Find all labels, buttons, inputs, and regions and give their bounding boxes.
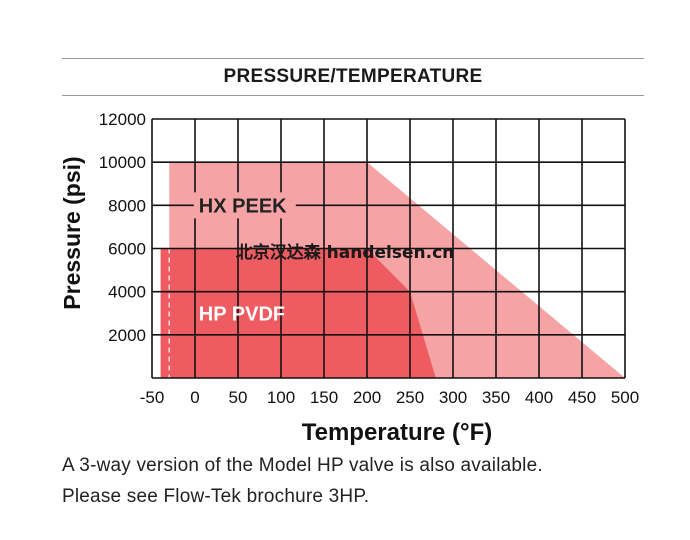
y-tick-labels: 2000 4000 6000 8000 10000 12000 bbox=[99, 110, 146, 345]
y-tick-label: 10000 bbox=[99, 153, 146, 172]
y-axis-label: Pressure (psi) bbox=[59, 156, 85, 309]
annotation-backdrop bbox=[193, 192, 296, 219]
x-tick-label: 500 bbox=[611, 388, 639, 407]
x-tick-label: -50 bbox=[140, 388, 165, 407]
x-tick-label: 100 bbox=[267, 388, 295, 407]
y-tick-label: 12000 bbox=[99, 110, 146, 129]
x-tick-label: 200 bbox=[353, 388, 381, 407]
x-tick-label: 350 bbox=[482, 388, 510, 407]
watermark-text: 北京汉达森 handelsen.cn bbox=[236, 242, 455, 263]
pressure-temperature-chart: -50 0 50 100 150 200 250 300 350 400 450 500 2000 40… bbox=[59, 110, 639, 446]
chart-heading: PRESSURE/TEMPERATURE bbox=[223, 66, 483, 87]
note-line-2: Please see Flow-Tek brochure 3HP. bbox=[62, 486, 370, 507]
x-tick-label: 300 bbox=[439, 388, 467, 407]
y-tick-label: 2000 bbox=[108, 326, 146, 345]
x-tick-label: 150 bbox=[310, 388, 338, 407]
x-tick-label: 50 bbox=[229, 388, 248, 407]
annotation-hx-peek: HX PEEK bbox=[199, 195, 287, 217]
x-tick-labels: -50 0 50 100 150 200 250 300 350 400 450 500 bbox=[140, 388, 639, 407]
annotation-hp-pvdf: HP PVDF bbox=[199, 303, 285, 325]
x-tick-label: 400 bbox=[525, 388, 553, 407]
x-axis-label: Temperature (°F) bbox=[302, 419, 493, 446]
y-tick-label: 6000 bbox=[108, 240, 146, 259]
y-tick-label: 8000 bbox=[108, 196, 146, 215]
chart-grid bbox=[151, 118, 626, 379]
heading-rule bbox=[62, 95, 644, 96]
series-annotations: HX PEEK HP PVDF bbox=[193, 192, 296, 325]
y-tick-label: 4000 bbox=[108, 283, 146, 302]
note-line-1: A 3-way version of the Model HP valve is… bbox=[62, 455, 543, 476]
x-tick-label: 0 bbox=[190, 388, 199, 407]
x-tick-label: 450 bbox=[568, 388, 596, 407]
top-rule bbox=[62, 58, 644, 59]
x-tick-label: 250 bbox=[396, 388, 424, 407]
